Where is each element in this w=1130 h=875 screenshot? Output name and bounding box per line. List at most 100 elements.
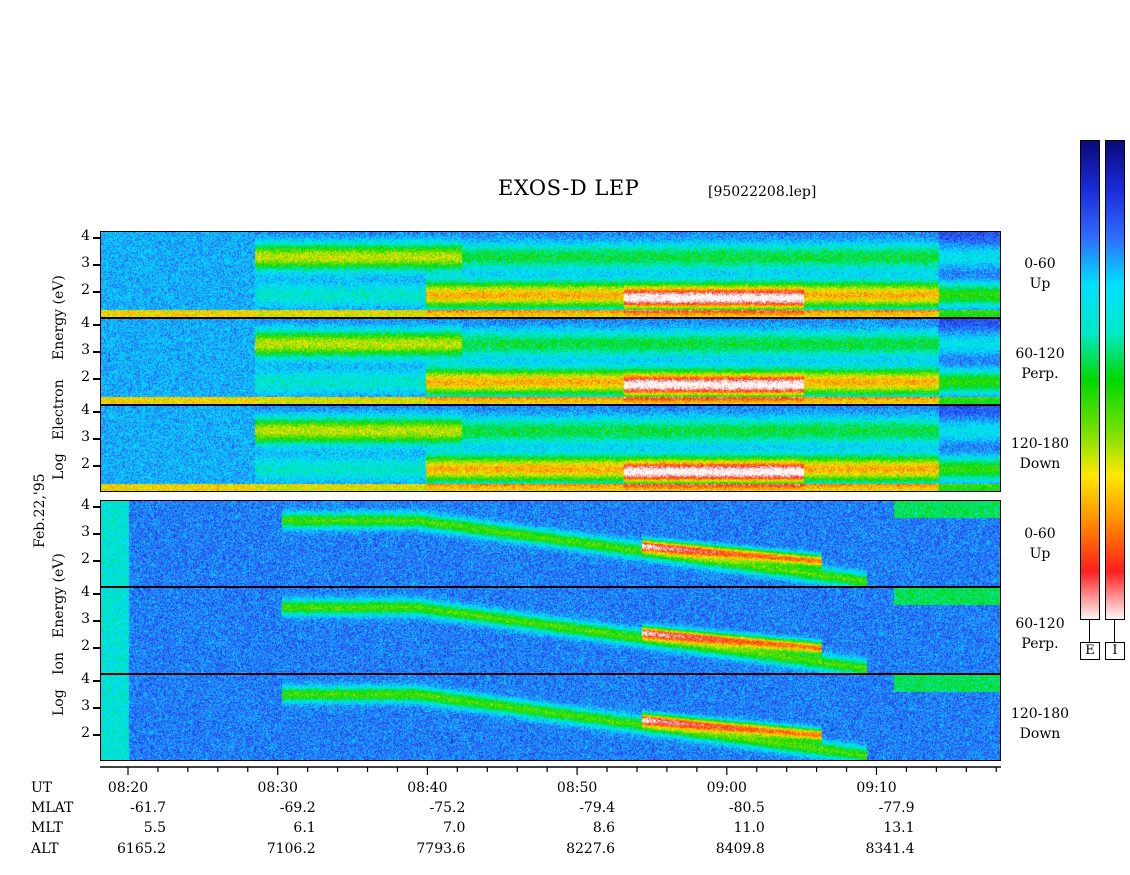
spectrogram-canvas <box>101 406 1000 491</box>
panel-pitch-label: 0-60 Up <box>1005 524 1075 564</box>
colorbar-ion-connector <box>1114 620 1115 642</box>
pitch-direction: Down <box>1019 726 1061 742</box>
y-tick-label: 4 <box>81 228 90 244</box>
y-tick-mark <box>93 465 100 467</box>
orbit-mlat-value: -75.2 <box>429 800 466 816</box>
x-tick-label: 08:40 <box>407 780 448 796</box>
y-tick-label: 4 <box>81 497 90 513</box>
y-tick-label: 2 <box>81 638 90 654</box>
spectrogram-panel <box>100 587 1001 674</box>
orbit-mlt-value: 7.0 <box>443 820 466 836</box>
orbit-alt-value: 7106.2 <box>266 841 316 857</box>
pitch-angle-range: 60-120 <box>1015 616 1065 632</box>
pitch-angle-range: 0-60 <box>1024 526 1056 542</box>
y-tick-label: 4 <box>81 584 90 600</box>
orbit-mlat-value: -77.9 <box>878 800 915 816</box>
orbit-mlt-value: 8.6 <box>592 820 616 836</box>
y-tick-mark <box>93 707 100 709</box>
pitch-direction: Perp. <box>1021 366 1059 382</box>
colorbar-ion <box>1105 140 1125 620</box>
orbit-mlt-value: 6.1 <box>293 820 316 836</box>
pitch-angle-range: 0-60 <box>1024 256 1056 272</box>
colorbar-electron-connector <box>1089 620 1090 642</box>
y-tick-mark <box>93 560 100 562</box>
orbit-alt-value: 8341.4 <box>865 841 915 857</box>
y-tick-label: 3 <box>81 342 90 358</box>
y-tick-mark <box>93 533 100 535</box>
y-tick-mark <box>93 647 100 649</box>
y-tick-mark <box>93 411 100 413</box>
pitch-direction: Up <box>1029 276 1051 292</box>
orbit-mlat-value: -69.2 <box>279 800 316 816</box>
orbit-mlat-value: -61.7 <box>130 800 166 816</box>
y-tick-mark <box>93 237 100 239</box>
panel-pitch-label: 0-60 Up <box>1005 254 1075 294</box>
orbit-mlat-value: -80.5 <box>728 800 765 816</box>
spectrogram-panel <box>100 231 1001 318</box>
row-label-mlat: MLAT <box>31 800 74 816</box>
spectrogram-canvas <box>101 319 1000 404</box>
orbit-mlt-value: 5.5 <box>143 820 166 836</box>
orbit-mlat-value: -79.4 <box>579 800 616 816</box>
y-tick-label: 3 <box>81 611 90 627</box>
y-tick-label: 3 <box>81 524 90 540</box>
orbit-mlt-value: 13.1 <box>883 820 915 836</box>
orbit-alt-value: 8409.8 <box>715 841 765 857</box>
y-tick-mark <box>93 620 100 622</box>
y-tick-mark <box>93 680 100 682</box>
y-tick-mark <box>93 378 100 380</box>
y-tick-label: 2 <box>81 369 90 385</box>
panel-pitch-label: 120-180 Down <box>1005 704 1075 744</box>
y-tick-label: 2 <box>81 725 90 741</box>
row-label-mlt: MLT <box>31 820 63 836</box>
y-tick-mark <box>93 351 100 353</box>
y-tick-label: 4 <box>81 671 90 687</box>
y-tick-label: 3 <box>81 255 90 271</box>
y-tick-label: 4 <box>81 402 90 418</box>
chart-title: EXOS-D LEP <box>498 176 640 200</box>
file-name: [95022208.lep] <box>708 184 817 200</box>
y-tick-mark <box>93 438 100 440</box>
x-tick-label: 08:30 <box>257 780 298 796</box>
y-tick-mark <box>93 324 100 326</box>
y-tick-label: 4 <box>81 315 90 331</box>
spectrogram-panel <box>100 674 1001 761</box>
pitch-angle-range: 120-180 <box>1010 706 1070 722</box>
orbit-alt-value: 7793.6 <box>416 841 466 857</box>
panel-pitch-label: 60-120 Perp. <box>1005 344 1075 384</box>
spectrogram-panel <box>100 318 1001 405</box>
y-tick-mark <box>93 734 100 736</box>
y-tick-label: 2 <box>81 456 90 472</box>
spectrogram-panel <box>100 500 1001 587</box>
y-tick-label: 3 <box>81 429 90 445</box>
colorbar-electron <box>1080 140 1100 620</box>
spectrogram-canvas <box>101 675 1000 760</box>
y-tick-label: 3 <box>81 698 90 714</box>
colorbar-ion-label: I <box>1105 642 1125 660</box>
y-tick-label: 2 <box>81 282 90 298</box>
colorbar-electron-label: E <box>1080 642 1100 660</box>
x-tick-label: 08:20 <box>107 780 149 796</box>
orbit-mlt-value: 11.0 <box>733 820 765 836</box>
x-tick-label: 09:10 <box>856 780 897 796</box>
spectrogram-canvas <box>101 588 1000 673</box>
y-tick-label: 2 <box>81 551 90 567</box>
panel-pitch-label: 60-120 Perp. <box>1005 614 1075 654</box>
orbit-alt-value: 6165.2 <box>117 841 166 857</box>
x-tick-label: 09:00 <box>706 780 747 796</box>
pitch-direction: Up <box>1029 546 1051 562</box>
pitch-angle-range: 120-180 <box>1010 436 1070 452</box>
row-label-ut: UT <box>31 780 53 796</box>
y-tick-mark <box>93 264 100 266</box>
pitch-direction: Down <box>1019 456 1061 472</box>
y-tick-mark <box>93 506 100 508</box>
panel-pitch-label: 120-180 Down <box>1005 434 1075 474</box>
orbit-alt-value: 8227.6 <box>566 841 616 857</box>
y-tick-mark <box>93 593 100 595</box>
x-tick-label: 08:50 <box>556 780 598 796</box>
y-tick-mark <box>93 291 100 293</box>
spectrogram-panel <box>100 405 1001 492</box>
pitch-angle-range: 60-120 <box>1015 346 1065 362</box>
row-label-alt: ALT <box>31 841 59 857</box>
